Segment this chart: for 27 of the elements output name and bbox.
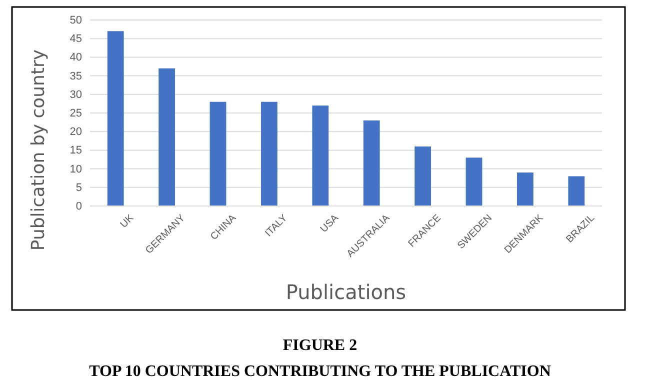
y-tick-label: 30 bbox=[70, 88, 82, 101]
y-tick-label: 5 bbox=[76, 182, 82, 194]
bar bbox=[158, 68, 175, 206]
y-tick-label: 45 bbox=[70, 33, 82, 46]
y-tick-label: 20 bbox=[70, 126, 82, 138]
bar bbox=[517, 172, 534, 206]
bar bbox=[363, 120, 380, 206]
bar bbox=[466, 158, 482, 206]
y-tick-label: 10 bbox=[70, 163, 82, 176]
text: FIGURE 2 bbox=[282, 337, 358, 354]
bar bbox=[261, 102, 278, 206]
y-tick-label: 35 bbox=[70, 70, 82, 82]
y-tick-label: 50 bbox=[70, 14, 82, 27]
y-tick-label: 15 bbox=[70, 144, 82, 157]
x-axis-title: Publications bbox=[286, 280, 406, 304]
bar bbox=[107, 31, 124, 206]
bar bbox=[568, 176, 585, 206]
bar bbox=[312, 106, 329, 206]
x-tick-label: USA bbox=[318, 212, 342, 236]
y-tick-label: 25 bbox=[70, 108, 82, 120]
bar bbox=[210, 102, 226, 206]
bar bbox=[414, 146, 431, 206]
x-tick-label: UK bbox=[118, 212, 136, 230]
y-axis-title: Publication by country bbox=[28, 49, 49, 251]
text: TOP 10 COUNTRIES CONTRIBUTING TO THE PUBLICATION bbox=[89, 363, 552, 380]
y-tick-label: 40 bbox=[70, 52, 82, 64]
y-tick-label: 0 bbox=[76, 200, 82, 213]
